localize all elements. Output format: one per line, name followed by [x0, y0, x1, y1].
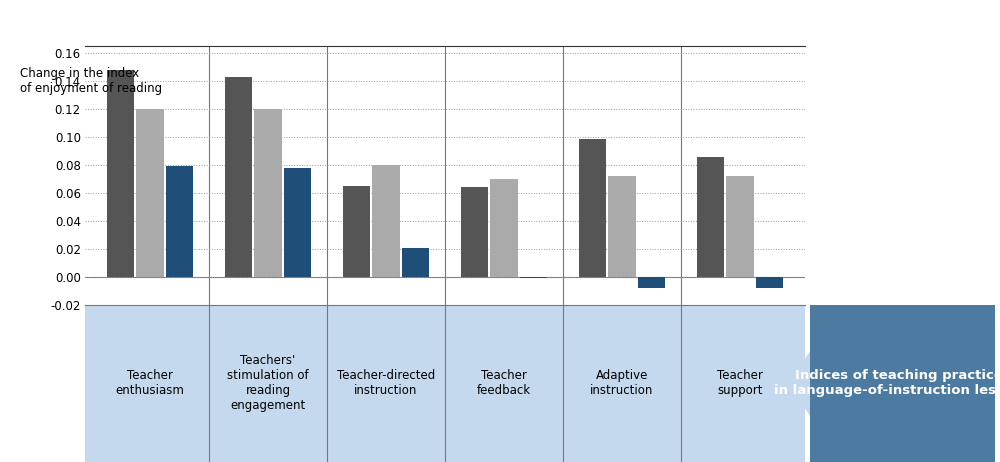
Bar — [166, 166, 193, 277]
Bar — [107, 70, 134, 277]
Bar — [726, 176, 754, 277]
Text: Teacher-directed
instruction: Teacher-directed instruction — [337, 370, 435, 397]
Text: Adaptive
instruction: Adaptive instruction — [590, 370, 654, 397]
Bar — [225, 77, 252, 277]
Bar — [608, 176, 636, 277]
Bar — [402, 248, 429, 277]
Text: Change in the index
of enjoyment of reading: Change in the index of enjoyment of read… — [20, 67, 162, 95]
Text: Teacher
support: Teacher support — [717, 370, 763, 397]
Bar — [579, 139, 606, 277]
Text: Indices of teaching practices
in language-of-instruction lessons: Indices of teaching practices in languag… — [774, 370, 1000, 397]
Bar — [520, 277, 547, 278]
Bar — [372, 165, 400, 277]
Text: Teachers'
stimulation of
reading
engagement: Teachers' stimulation of reading engagem… — [227, 354, 309, 413]
Bar — [490, 179, 518, 277]
Bar — [136, 109, 164, 277]
Text: Teacher
feedback: Teacher feedback — [477, 370, 531, 397]
Bar — [697, 157, 724, 277]
Text: Teacher
enthusiasm: Teacher enthusiasm — [115, 370, 184, 397]
Bar — [638, 277, 665, 288]
Bar — [284, 168, 311, 277]
Bar — [461, 188, 488, 277]
Bar — [254, 109, 282, 277]
Bar — [756, 277, 783, 288]
Bar — [343, 186, 370, 277]
